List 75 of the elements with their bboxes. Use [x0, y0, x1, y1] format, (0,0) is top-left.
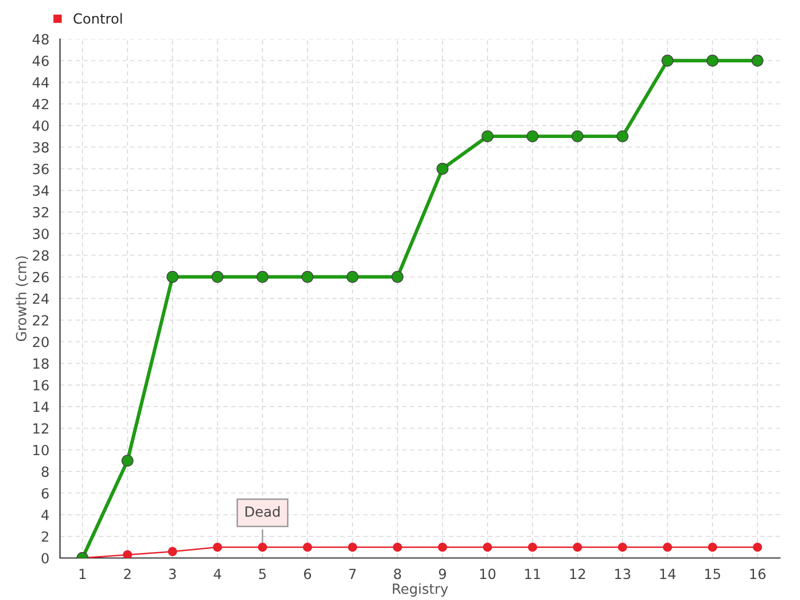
point [708, 542, 718, 552]
legend-label: Control [74, 13, 122, 24]
point [392, 542, 402, 552]
point [212, 270, 224, 283]
x-tick-label: 16 [750, 568, 766, 580]
point [348, 542, 358, 552]
point [302, 542, 312, 552]
x-tick-label: 8 [394, 568, 401, 580]
y-tick-label: 34 [32, 185, 49, 196]
point [752, 542, 762, 552]
y-tick-label: 30 [32, 228, 49, 240]
x-tick-label: 9 [438, 568, 446, 580]
point [122, 454, 134, 467]
point [258, 542, 268, 552]
point [706, 54, 718, 67]
y-tick-label: 38 [32, 142, 49, 153]
y-tick-label: 26 [32, 272, 49, 282]
point [752, 54, 764, 67]
point [662, 542, 672, 552]
y-tick-label: 18 [33, 358, 49, 369]
point [168, 546, 178, 556]
point [212, 542, 222, 552]
y-tick-label: 48 [32, 34, 49, 44]
x-tick-label: 7 [349, 568, 356, 579]
y-tick-label: 4 [41, 510, 49, 520]
x-tick-label: 12 [570, 568, 585, 579]
x-tick-label: 14 [660, 568, 676, 579]
point [616, 130, 628, 142]
point [438, 542, 448, 552]
point [436, 162, 448, 175]
point [302, 270, 314, 283]
x-tick-label: 13 [615, 568, 630, 580]
y-tick-label: 28 [32, 250, 49, 261]
y-tick-label: 46 [32, 56, 49, 66]
point [346, 270, 358, 283]
y-tick-label: 14 [33, 402, 49, 412]
point [122, 550, 132, 558]
point [392, 270, 404, 283]
y-axis-title: Growth (cm) [16, 256, 28, 342]
y-tick-label: 44 [32, 77, 49, 88]
x-axis-title: Registry [392, 583, 448, 597]
x-tick-label: 2 [124, 568, 131, 579]
y-tick-label: 2 [42, 531, 48, 542]
y-tick-label: 20 [32, 336, 49, 348]
y-tick-label: 12 [33, 423, 48, 434]
point [618, 542, 628, 552]
x-tick-label: 5 [259, 568, 266, 580]
point [482, 542, 492, 552]
y-tick-label: 24 [32, 293, 49, 304]
x-tick-label: 11 [525, 568, 540, 579]
point [528, 542, 538, 552]
y-tick-label: 16 [33, 380, 49, 390]
point [166, 270, 178, 283]
point [662, 54, 674, 67]
y-tick-label: 36 [32, 164, 49, 174]
x-tick-label: 10 [480, 568, 496, 580]
y-tick-label: 42 [32, 98, 48, 110]
y-tick-label: 0 [42, 552, 49, 564]
point [482, 130, 494, 142]
x-tick-label: 6 [304, 568, 312, 580]
y-tick-label: 8 [42, 466, 49, 477]
x-tick-label: 3 [169, 568, 176, 580]
y-tick-label: 22 [32, 315, 48, 326]
y-tick-label: 32 [32, 206, 48, 218]
y-tick-label: 40 [32, 120, 49, 131]
point [572, 542, 582, 552]
x-tick-label: 4 [214, 568, 222, 579]
y-tick-label: 6 [42, 488, 49, 499]
annotation: Dead [246, 506, 280, 517]
point [256, 270, 268, 283]
x-tick-label: 1 [80, 568, 86, 579]
x-tick-label: 15 [705, 568, 720, 580]
y-tick-label: 10 [33, 444, 49, 456]
point [572, 130, 584, 142]
point [526, 130, 538, 142]
